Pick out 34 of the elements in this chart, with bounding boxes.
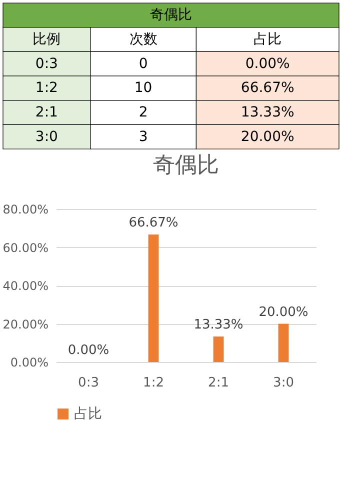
legend-label: 占比 <box>74 406 102 422</box>
data-label: 13.33% <box>194 318 244 333</box>
data-label: 66.67% <box>128 215 178 230</box>
text: 0.00% <box>245 56 290 72</box>
bar <box>148 234 159 362</box>
text: 奇偶比 <box>150 7 192 24</box>
text: 20.00% <box>240 128 294 145</box>
y-tick-label: 40.00% <box>2 279 48 293</box>
data-label: 20.00% <box>258 304 308 320</box>
text: 10 <box>134 80 152 96</box>
text: 2 <box>138 104 148 120</box>
x-tick-label: 0:3 <box>78 376 99 390</box>
text: 3 <box>138 128 148 145</box>
x-tick-label: 3:0 <box>273 376 294 390</box>
category-label: 0:3 <box>35 56 58 72</box>
text: 比例 <box>32 32 61 48</box>
chart-title: 奇偶比 <box>153 153 219 178</box>
category-label: 占比 <box>254 32 282 48</box>
text: 0 <box>138 56 148 72</box>
x-tick-label: 1:2 <box>143 376 164 390</box>
bar <box>278 324 289 362</box>
x-tick-label: 2:1 <box>208 376 229 390</box>
y-tick-label: 0.00% <box>10 356 48 370</box>
y-tick-label: 80.00% <box>2 202 48 216</box>
category-label: 2:1 <box>35 104 58 120</box>
text: 13.33% <box>240 104 294 120</box>
category-label: 次数 <box>129 32 158 48</box>
bar <box>213 336 224 362</box>
category-label: 3:0 <box>35 128 58 145</box>
y-tick-label: 60.00% <box>2 240 48 255</box>
text: 66.67% <box>240 80 294 96</box>
y-tick-label: 20.00% <box>2 317 48 332</box>
data-label: 0.00% <box>68 343 110 358</box>
category-label: 1:2 <box>35 80 58 96</box>
